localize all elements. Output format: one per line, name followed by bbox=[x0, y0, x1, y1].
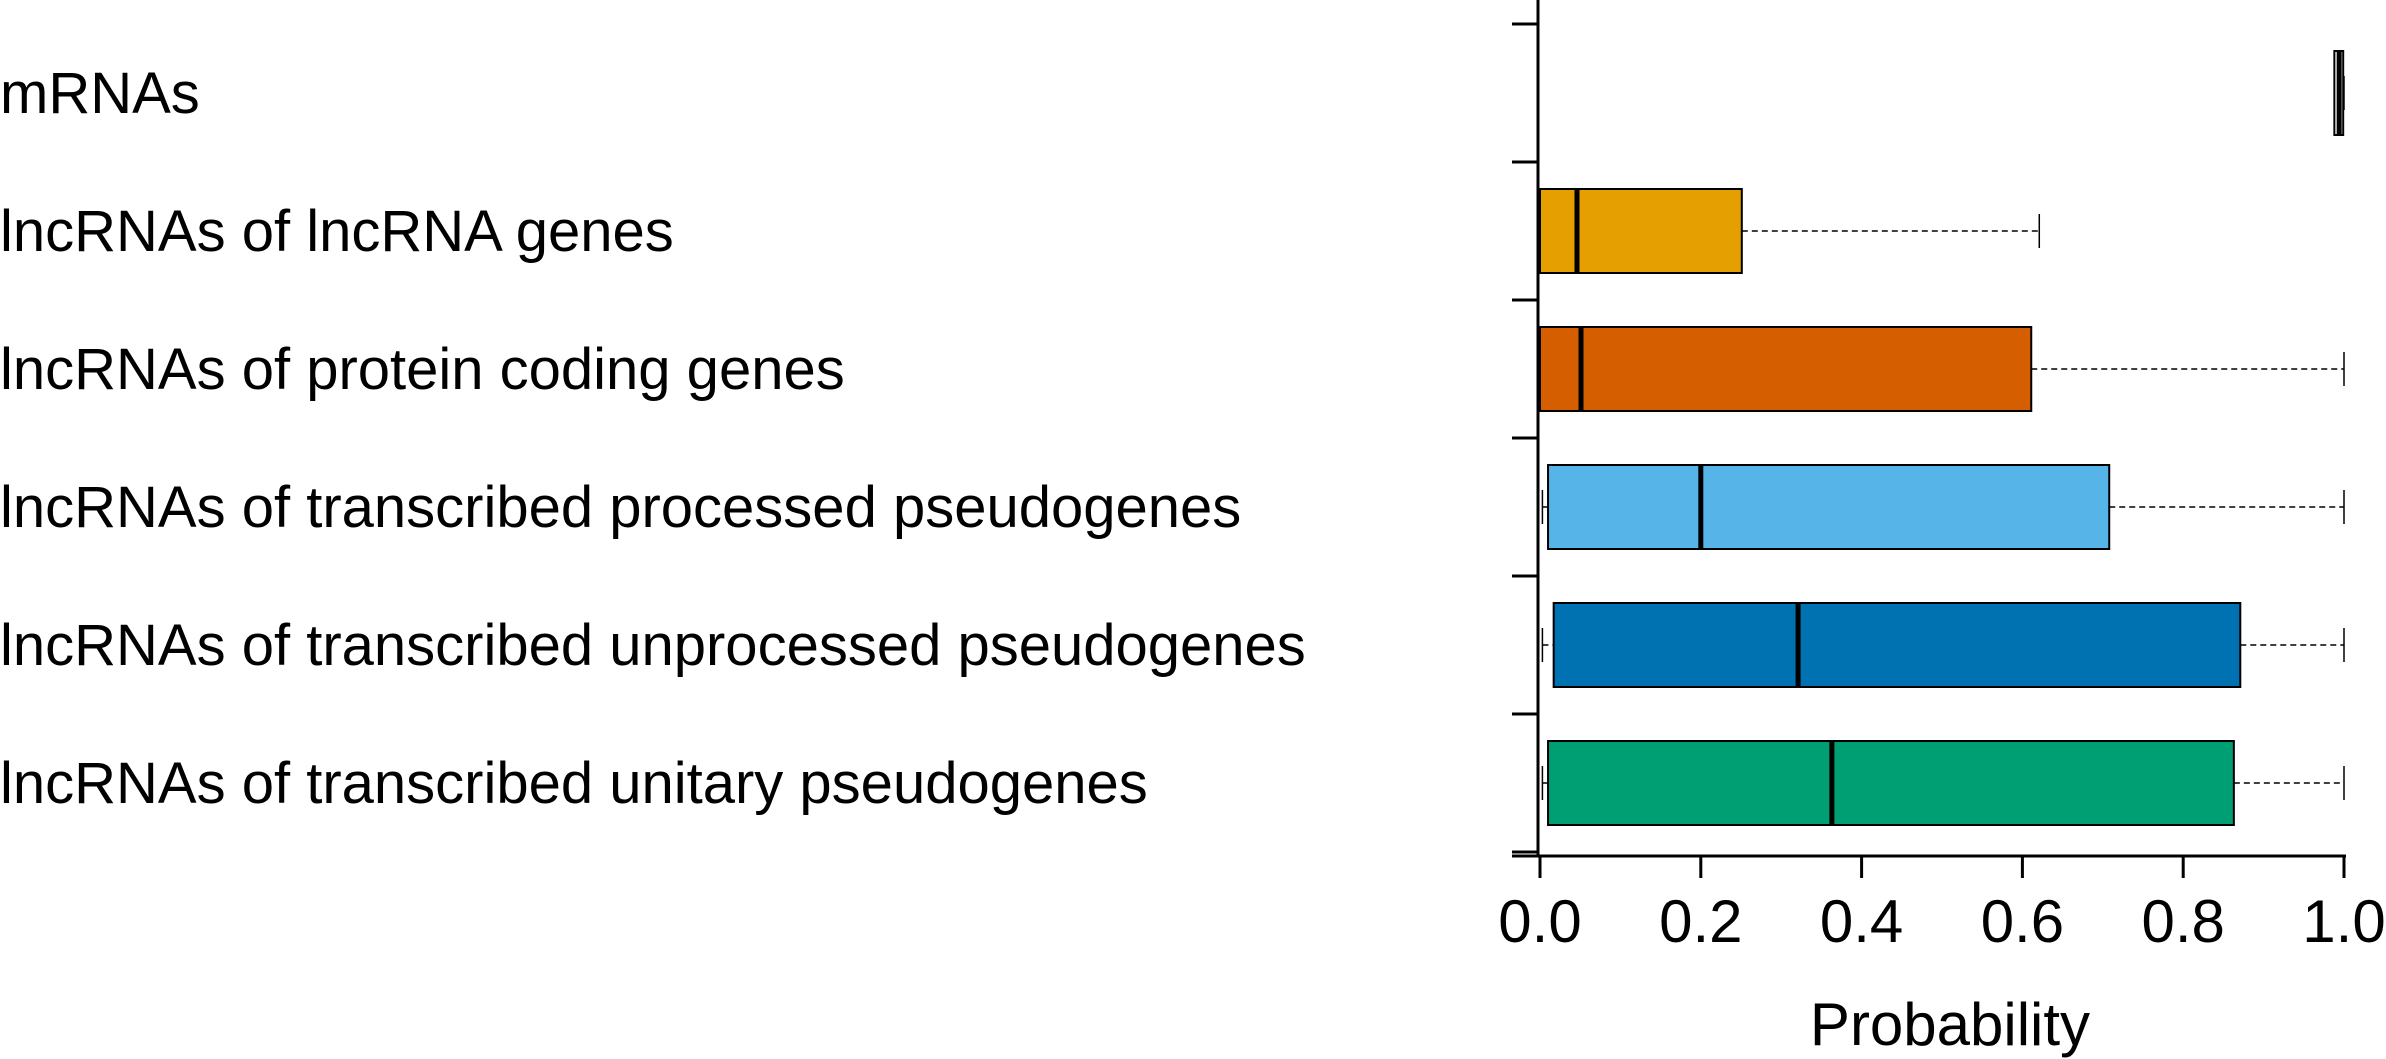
box-4 bbox=[1541, 464, 2345, 550]
boxes bbox=[1539, 50, 2345, 826]
x-axis-title: Probability bbox=[1810, 991, 2090, 1058]
box-2 bbox=[1539, 188, 2041, 274]
iqr-box bbox=[1539, 188, 1743, 274]
category-label: mRNAs bbox=[0, 61, 200, 126]
category-label: lncRNAs of transcribed unprocessed pseud… bbox=[0, 613, 1306, 678]
category-labels: mRNAs lncRNAs of lncRNA genes lncRNAs of p… bbox=[0, 61, 1306, 816]
iqr-box bbox=[1552, 602, 2242, 688]
box-1 bbox=[2333, 50, 2345, 136]
x-tick-label: 0.6 bbox=[1981, 888, 2064, 955]
category-label: lncRNAs of protein coding genes bbox=[0, 337, 845, 402]
axes: 0.0 0.2 0.4 0.6 0.8 1.0 bbox=[1498, 0, 2386, 955]
iqr-box bbox=[1539, 326, 2033, 412]
box-5 bbox=[1541, 602, 2345, 688]
iqr-box bbox=[1547, 464, 2111, 550]
x-tick-label: 1.0 bbox=[2302, 888, 2385, 955]
iqr-box bbox=[1547, 740, 2235, 826]
x-tick-label: 0.2 bbox=[1659, 888, 1742, 955]
x-tick-label: 0.8 bbox=[2141, 888, 2224, 955]
category-label: lncRNAs of lncRNA genes bbox=[0, 199, 674, 264]
x-tick-label: 0.4 bbox=[1820, 888, 1903, 955]
box-3 bbox=[1539, 326, 2345, 412]
category-label: lncRNAs of transcribed unitary pseudogen… bbox=[0, 751, 1148, 816]
box-6 bbox=[1541, 740, 2345, 826]
category-label: lncRNAs of transcribed processed pseudog… bbox=[0, 475, 1241, 540]
x-tick-label: 0.0 bbox=[1498, 888, 1581, 955]
